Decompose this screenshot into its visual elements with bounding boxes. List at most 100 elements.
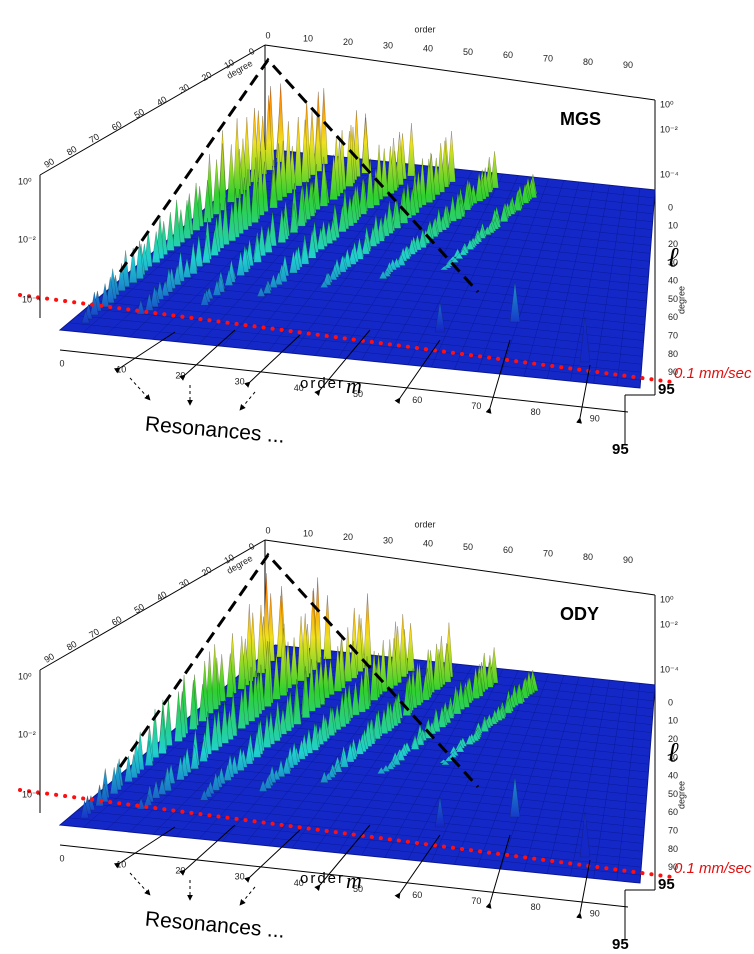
surface-peak	[150, 286, 159, 307]
front-tick-label: 60	[412, 395, 422, 405]
surface-peak	[158, 710, 167, 754]
top-tick-label: 40	[423, 44, 433, 54]
floor-mesh	[361, 170, 473, 361]
surface-peak	[509, 776, 521, 818]
surface-peak	[337, 691, 347, 727]
surface-peak	[349, 641, 358, 679]
floor-mesh	[128, 767, 645, 820]
resonance-arrow	[485, 339, 511, 414]
right-tick-label: 10	[668, 221, 678, 231]
surface-peak	[355, 737, 364, 755]
surface-peak	[191, 182, 201, 231]
right-tick-label: 80	[668, 844, 678, 854]
surface-peak	[227, 144, 236, 203]
surface-peak	[269, 169, 278, 209]
floor-mesh	[137, 264, 646, 317]
floor-mesh	[85, 803, 642, 860]
surface-peak	[210, 644, 219, 710]
surface-peak	[447, 131, 456, 183]
front-tick-label: 90	[590, 908, 600, 918]
surface-peak	[182, 258, 192, 278]
surface-peak	[379, 708, 389, 734]
axis-line	[264, 44, 656, 101]
surface-peak	[155, 280, 165, 300]
axis-line	[264, 539, 656, 596]
surface-peak	[227, 202, 236, 242]
right-tick-label: 90	[668, 862, 678, 872]
floor-mesh	[102, 293, 644, 349]
surface-peak	[395, 131, 404, 185]
surface-peak	[205, 651, 214, 714]
floor-mesh	[593, 681, 625, 879]
top-tick-label: 80	[583, 552, 593, 562]
floor-mesh	[500, 180, 565, 375]
resonance-pointer	[129, 377, 151, 401]
left-tick-label: 60	[110, 614, 124, 628]
left-tick-label: 70	[87, 626, 101, 640]
left-amplitude-label: 10⁰	[18, 671, 32, 681]
front-max-label: 95	[612, 936, 629, 953]
floor-mesh	[137, 759, 646, 812]
surface-peak	[434, 301, 446, 333]
surface-peak	[294, 116, 303, 187]
surface-peak	[378, 270, 388, 279]
surface-peak	[396, 748, 406, 761]
ell-symbol: ℓ	[667, 242, 679, 273]
floor-mesh	[291, 660, 428, 849]
surface-peak	[361, 236, 370, 255]
floor-mesh	[94, 795, 643, 852]
surface-peak	[224, 269, 234, 286]
resonance-pointer	[239, 391, 256, 411]
surface-peak	[210, 229, 219, 256]
surface-peak	[182, 200, 192, 239]
surface-peak	[246, 666, 256, 722]
mission-label: MGS	[560, 109, 601, 129]
surface-peak	[372, 712, 381, 739]
left-tick-label: 0	[247, 541, 256, 552]
surface-peak	[151, 780, 161, 799]
front-tick-label: 10	[116, 364, 126, 374]
surface-peak	[236, 251, 245, 276]
surface-peak	[253, 235, 262, 263]
surface-peak	[128, 247, 138, 283]
surface-peak	[319, 156, 329, 207]
axis-line	[59, 349, 629, 413]
surface-peak	[263, 776, 272, 789]
surface-peak	[143, 794, 153, 806]
top-tick-label: 30	[383, 535, 393, 545]
top-tick-label: 20	[343, 37, 353, 47]
right-amplitude-label: 10⁻⁴	[660, 664, 679, 674]
surface-peak	[454, 252, 464, 259]
resonance-arrow	[394, 339, 441, 405]
surface-peak	[263, 641, 272, 707]
surface-peak	[418, 229, 427, 248]
right-tick-label: 30	[668, 752, 678, 762]
surface-peak	[361, 117, 370, 174]
surface-peak	[144, 740, 154, 766]
right-tick-label: 30	[668, 257, 678, 267]
surface-peak	[334, 762, 343, 773]
surface-peak	[160, 279, 170, 296]
surface-peak	[277, 208, 287, 243]
floor-mesh	[94, 300, 643, 357]
surface-peak	[236, 747, 245, 771]
surface-peak	[407, 238, 416, 255]
surface-peak	[453, 688, 462, 715]
surface-peak	[338, 254, 347, 273]
surface-peak	[237, 689, 246, 729]
surface-peak	[172, 199, 181, 247]
envelope-line	[118, 552, 480, 789]
surface-peak	[157, 778, 167, 795]
surface-peak	[274, 143, 283, 201]
surface-peak	[190, 744, 199, 770]
resonance-arrow	[179, 329, 236, 381]
surface-peak	[312, 660, 321, 709]
surface-peak	[340, 749, 349, 768]
right-axis-title: degree	[676, 286, 686, 314]
surface-peak	[310, 722, 319, 751]
surface-peak	[284, 121, 293, 194]
surface-peak	[329, 154, 338, 200]
surface-peak	[220, 700, 229, 744]
top-tick-label: 70	[543, 548, 553, 558]
